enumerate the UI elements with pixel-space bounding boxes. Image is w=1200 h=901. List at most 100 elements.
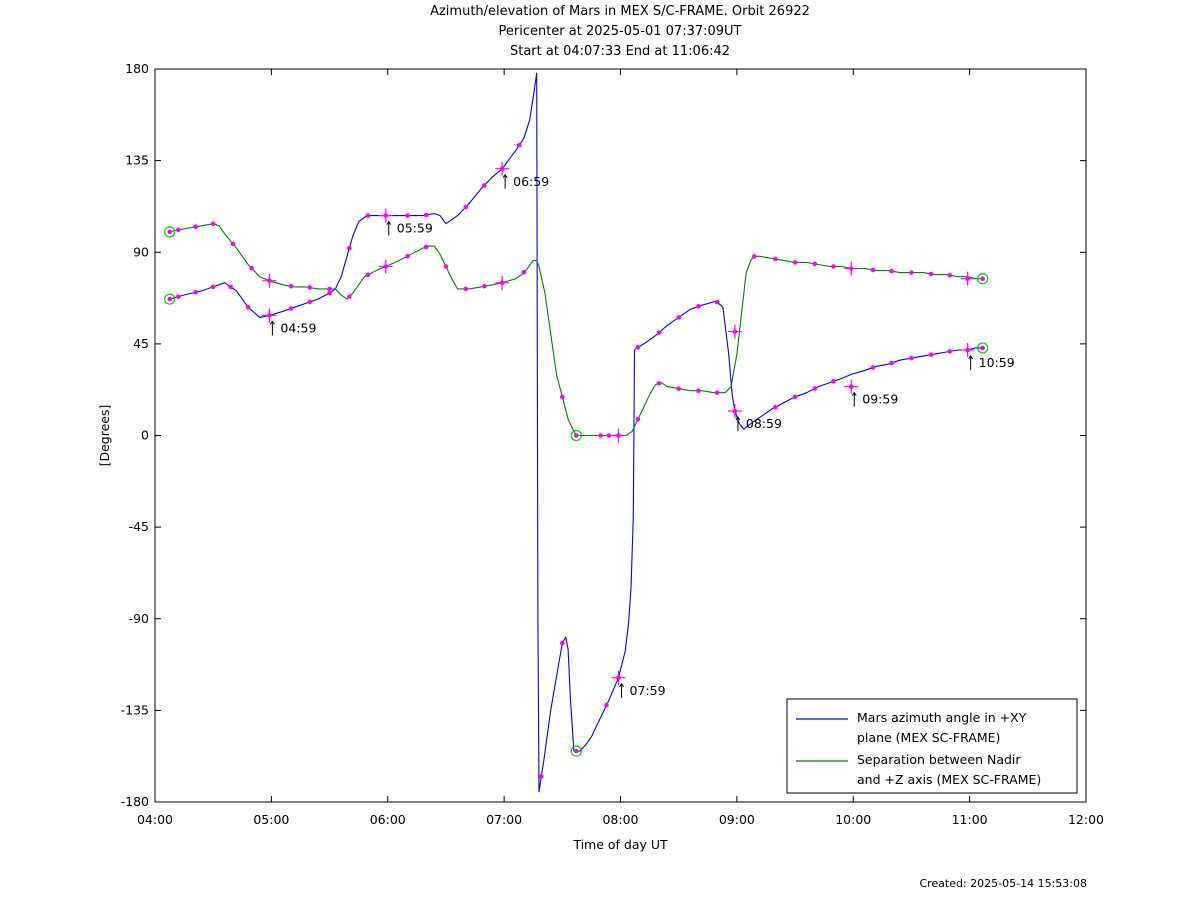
marker-dot [482, 183, 487, 188]
marker-dot [656, 330, 662, 335]
marker-dot [616, 675, 621, 681]
marker-dot [980, 276, 985, 282]
start-end-circle [164, 293, 176, 305]
x-tick-label: 07:00 [486, 812, 522, 827]
start-end-circle [977, 342, 989, 354]
marker-dot [616, 433, 621, 438]
series-lines [169, 72, 983, 793]
marker-dot [909, 270, 914, 275]
marker-dot [604, 702, 609, 708]
marker-dot [516, 142, 522, 148]
marker-dot [676, 386, 681, 391]
marker-dot [405, 253, 410, 259]
marker-dot [772, 256, 778, 262]
x-tick-label: 11:00 [952, 812, 988, 827]
marker-dot [635, 344, 641, 350]
x-tick-label: 06:00 [370, 812, 406, 827]
marker-dot [405, 213, 410, 218]
x-tick-label: 08:00 [602, 812, 638, 827]
time-arrow-head [968, 355, 974, 360]
marker-dot [347, 294, 352, 299]
marker-dot [870, 267, 876, 273]
marker-dot [267, 313, 272, 318]
marker-dot [307, 285, 313, 290]
x-tick-label: 10:00 [835, 812, 871, 827]
marker-dot [696, 388, 701, 394]
marker-dot [347, 245, 352, 251]
time-arrow-head [386, 220, 392, 225]
marker-dot [327, 290, 332, 296]
y-tick-label: -90 [129, 611, 149, 626]
marker-dot [635, 416, 641, 422]
marker-dot [965, 276, 970, 282]
time-label: 04:59 [280, 320, 316, 335]
marker-dot [383, 264, 389, 269]
start-end-circle [570, 429, 582, 442]
time-arrow-head [619, 682, 624, 688]
marker-dot [521, 269, 527, 275]
marker-dot [831, 379, 836, 384]
marker-dot [909, 355, 914, 361]
y-tick-label: 90 [133, 244, 149, 259]
y-tick-label: 180 [125, 61, 149, 76]
marker-dot [383, 213, 389, 218]
marker-dot [598, 433, 604, 438]
azimuth-line [169, 72, 983, 793]
marker-dot [288, 283, 294, 289]
time-label: 10:59 [979, 355, 1015, 370]
x-tick-label: 09:00 [719, 812, 755, 827]
marker-dot [560, 394, 565, 400]
time-arrow-head [735, 416, 741, 421]
chart-title-line-3: Start at 04:07:33 End at 11:06:42 [509, 44, 731, 59]
marker-dot [482, 283, 487, 289]
marker-dot [848, 266, 854, 271]
marker-dot [443, 264, 449, 269]
start-end-circle [164, 226, 176, 238]
legend: Mars azimuth angle in +XY plane (MEX SC-F… [786, 698, 1078, 794]
y-tick-label: -45 [129, 519, 149, 534]
time-arrow-head [269, 320, 275, 325]
legend-box [786, 698, 1078, 794]
marker-dot [792, 394, 798, 400]
marker-dot [175, 227, 181, 233]
marker-dot [889, 268, 894, 274]
start-end-circle [570, 745, 582, 757]
marker-dot [499, 166, 505, 172]
marker-dot [249, 265, 254, 271]
marker-dot [870, 365, 876, 370]
time-label: 07:59 [630, 683, 666, 698]
marker-dot [228, 284, 233, 290]
marker-dot [732, 329, 738, 334]
marker-dot [848, 384, 854, 389]
marker-dot [167, 296, 172, 302]
marker-dot [831, 264, 836, 269]
marker-dot [288, 306, 294, 311]
marker-dot [714, 299, 720, 305]
time-arrow-head [851, 391, 857, 396]
marker-dot [812, 386, 818, 391]
marker-dot [772, 404, 778, 410]
marker-dot [307, 299, 313, 305]
time-label: 09:59 [862, 392, 898, 407]
axes: 04:00 05:00 06:00 07:00 08:00 09:00 10:00 11:00… [97, 61, 1104, 852]
legend-entry: Mars azimuth angle in +XY [857, 710, 1027, 725]
marker-dot [714, 390, 720, 396]
start-end-circle [977, 273, 989, 285]
marker-dot [499, 280, 505, 286]
y-tick-label: 0 [141, 428, 149, 443]
y-axis-label: [Degrees] [97, 405, 112, 467]
marker-dot [947, 349, 953, 354]
marker-dot [928, 352, 934, 357]
marker-dot [980, 345, 985, 351]
separation-line [169, 223, 983, 437]
x-tick-label: 12:00 [1068, 812, 1104, 827]
marker-dot [928, 271, 934, 277]
marker-dot [752, 254, 757, 259]
marker-dot [606, 433, 612, 438]
marker-dot [696, 304, 701, 309]
y-tick-label: 45 [133, 336, 149, 351]
legend-entry: plane (MEX SC-FRAME) [857, 730, 1000, 745]
marker-dot [560, 640, 565, 646]
chart-title-line-2: Pericenter at 2025-05-01 07:37:09UT [498, 24, 742, 39]
